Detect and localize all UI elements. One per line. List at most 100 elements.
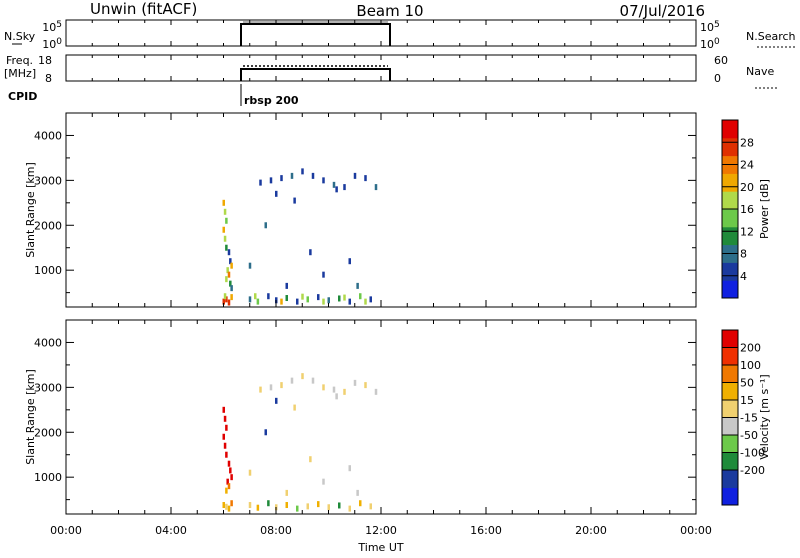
time-tick-label-3: 12:00	[365, 524, 397, 537]
power-cbar-label-3: 16	[740, 203, 754, 216]
power-cell-50	[275, 190, 278, 197]
velocity-cell-32	[290, 377, 294, 384]
power-cell-48	[364, 175, 367, 182]
velocity-cbar-label-1: 100	[740, 359, 761, 372]
power-cell-55	[348, 258, 351, 265]
power-cbar-label-0: 4	[740, 270, 747, 283]
velocity-cbar-segment-9	[722, 330, 738, 348]
power-cell-3	[230, 294, 233, 301]
velocity-cell-46	[348, 465, 351, 472]
freq-tick-bottom: 8	[45, 72, 52, 85]
velocity-cell-5	[225, 451, 228, 458]
velocity-cell-50	[356, 489, 359, 496]
nsky-tick-bottom: 100	[42, 37, 62, 51]
freq-tick-top: 18	[38, 54, 52, 67]
velocity-cell-43	[335, 393, 338, 400]
velocity-cell-6	[227, 460, 231, 467]
power-cbar-segment-4	[722, 209, 738, 228]
power-cell-16	[225, 276, 228, 283]
velocity-cell-44	[264, 429, 267, 436]
power-cell-9	[223, 235, 227, 242]
velocity-cbar-title: Velocity [m s⁻¹]	[758, 374, 771, 459]
power-ylabel: Slant Range [km]	[24, 162, 37, 258]
power-cbar-label-5: 24	[740, 159, 754, 172]
time-tick-label-0: 00:00	[50, 524, 82, 537]
power-ytick-label-1: 2000	[34, 219, 62, 232]
power-colorbar: 4 8 12 16 20 24 28 Power [dB]	[721, 119, 771, 299]
velocity-cbar-label-3: 15	[740, 394, 754, 407]
nsearch-tick-top: 105	[700, 20, 720, 34]
velocity-cell-30	[269, 384, 273, 391]
velocity-cell-37	[343, 388, 346, 395]
power-cbar-label-6: 28	[740, 136, 754, 149]
power-cell-56	[248, 262, 252, 269]
nsearch-label: N.Search	[746, 30, 796, 43]
power-cell-43	[311, 172, 315, 179]
velocity-cbar-label-6: -100	[740, 447, 765, 460]
velocity-cbar-segment-3	[722, 435, 738, 453]
velocity-cell-35	[322, 384, 325, 391]
power-cell-14	[226, 267, 229, 274]
nsearch-tick-bottom: 100	[700, 37, 720, 51]
velocity-cell-36	[332, 386, 336, 393]
velocity-cell-14	[227, 505, 231, 512]
velocity-ytick-label-1: 2000	[34, 426, 62, 439]
velocity-panel: 1000 2000 3000 4000 Slant Range [km]	[24, 319, 697, 515]
power-cell-21	[267, 293, 270, 300]
power-cell-46	[343, 184, 346, 191]
power-cell-38	[259, 179, 262, 186]
freq-label-1: Freq.	[6, 54, 33, 67]
power-cell-44	[322, 177, 325, 184]
velocity-cell-24	[327, 504, 330, 511]
freq-trace	[240, 68, 391, 81]
power-cell-29	[348, 298, 351, 305]
velocity-cell-16	[248, 502, 252, 509]
date-title: 07/Jul/2016	[620, 2, 705, 20]
velocity-cell-11	[225, 487, 228, 494]
power-cell-13	[230, 262, 233, 269]
power-cell-40	[280, 175, 283, 182]
velocity-cell-49	[285, 489, 288, 496]
velocity-cbar-segment-0	[722, 487, 738, 506]
power-cell-12	[229, 258, 232, 265]
velocity-cell-8	[230, 474, 233, 481]
time-axis-labels: 00:00 04:00 08:00 12:00 16:00 20:00 00:00	[50, 20, 712, 537]
power-cell-2	[227, 299, 231, 306]
power-cell-36	[343, 294, 346, 301]
velocity-cbar-label-0: 200	[740, 342, 761, 355]
nave-tick-bottom: 0	[714, 72, 721, 85]
power-cell-7	[225, 217, 228, 224]
velocity-ytick-label-2: 3000	[34, 381, 62, 394]
power-cell-25	[306, 296, 309, 303]
power-cell-58	[285, 282, 288, 289]
power-cbar-segment-0	[722, 280, 738, 299]
power-cbar-segment-6	[722, 173, 738, 192]
velocity-cbar-label-4: -15	[740, 412, 758, 425]
power-ytick-label-3: 4000	[34, 129, 62, 142]
velocity-cell-39	[364, 382, 367, 389]
power-cell-42	[301, 168, 304, 175]
power-cell-39	[269, 177, 273, 184]
power-cell-45	[332, 181, 336, 188]
velocity-cell-28	[369, 503, 372, 510]
power-cell-49	[374, 184, 378, 191]
velocity-cell-33	[301, 373, 304, 380]
velocity-cell-47	[248, 469, 252, 476]
velocity-cbar-label-5: -50	[740, 429, 758, 442]
power-cell-57	[322, 271, 325, 278]
velocity-cell-22	[306, 503, 309, 510]
time-tick-label-6: 00:00	[680, 524, 712, 537]
power-cell-28	[338, 295, 341, 302]
velocity-cell-13	[225, 503, 228, 510]
velocity-colorbar: 200 100 50 15 -15 -50 -100 -200 Velocity [m s⁻¹]	[721, 329, 771, 506]
power-cbar-segment-8	[722, 137, 738, 157]
time-tick-label-5: 20:00	[575, 524, 607, 537]
power-frame	[65, 112, 697, 308]
power-cell-5	[222, 199, 225, 206]
power-cell-41	[290, 172, 294, 179]
velocity-cell-40	[374, 388, 378, 395]
velocity-cell-4	[223, 442, 227, 449]
velocity-cell-17	[256, 504, 260, 511]
velocity-cell-26	[348, 505, 351, 512]
power-cbar-label-1: 8	[740, 248, 747, 261]
